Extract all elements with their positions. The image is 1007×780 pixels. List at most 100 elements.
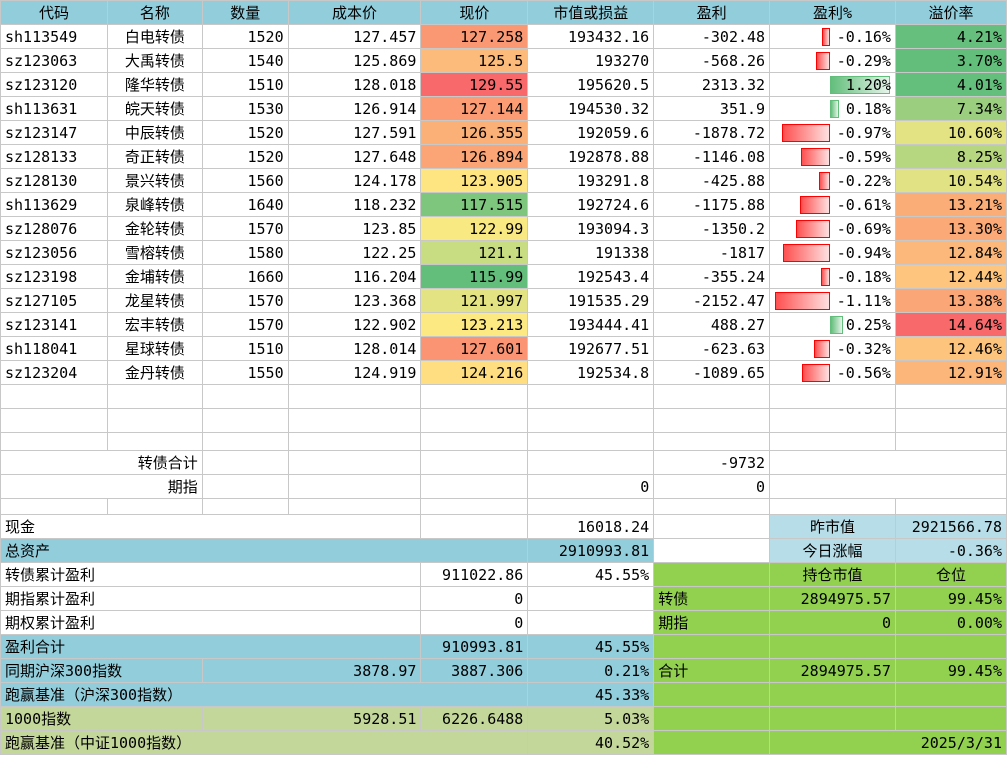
- header-value[interactable]: 市值或损益: [527, 0, 655, 25]
- empty-cell[interactable]: [527, 610, 655, 635]
- yesterday-mv-label[interactable]: 昨市值: [769, 514, 896, 539]
- cell-profit-pct[interactable]: -0.97%: [769, 120, 896, 145]
- cell-price[interactable]: 122.99: [420, 216, 529, 241]
- cell-value[interactable]: 192677.51: [527, 336, 655, 361]
- empty-cell[interactable]: [287, 408, 422, 433]
- cell-code[interactable]: sh113629: [0, 192, 108, 217]
- cell-price[interactable]: 124.216: [420, 360, 529, 385]
- fut-pos[interactable]: 0.00%: [894, 610, 1007, 635]
- fut-cum-label[interactable]: 期指累计盈利: [0, 586, 422, 611]
- header-code[interactable]: 代码: [0, 0, 108, 25]
- empty-cell[interactable]: [420, 474, 529, 499]
- empty-cell[interactable]: [287, 432, 422, 451]
- cell-profit-pct[interactable]: -0.56%: [769, 360, 896, 385]
- cell-premium[interactable]: 10.60%: [894, 120, 1007, 145]
- cell-qty[interactable]: 1530: [201, 96, 289, 121]
- cell-name[interactable]: 宏丰转债: [106, 312, 203, 337]
- empty-cell[interactable]: [420, 498, 529, 515]
- cell-name[interactable]: 中辰转债: [106, 120, 203, 145]
- cell-profit-pct[interactable]: -0.22%: [769, 168, 896, 193]
- empty-cell[interactable]: [420, 408, 529, 433]
- cell-profit[interactable]: -568.26: [653, 48, 771, 73]
- empty-cell[interactable]: [420, 514, 529, 539]
- cell-profit[interactable]: -425.88: [653, 168, 771, 193]
- empty-cell[interactable]: [653, 514, 771, 539]
- empty-cell[interactable]: [769, 432, 896, 451]
- profit-total-value[interactable]: 910993.81: [420, 634, 529, 659]
- empty-cell[interactable]: [653, 384, 771, 409]
- empty-cell[interactable]: [653, 706, 771, 731]
- cell-code[interactable]: sh113631: [0, 96, 108, 121]
- empty-cell[interactable]: [653, 538, 771, 563]
- empty-cell[interactable]: [653, 498, 771, 515]
- cell-profit-pct[interactable]: -1.11%: [769, 288, 896, 313]
- cell-name[interactable]: 龙星转债: [106, 288, 203, 313]
- cell-premium[interactable]: 13.21%: [894, 192, 1007, 217]
- cell-qty[interactable]: 1560: [201, 168, 289, 193]
- empty-cell[interactable]: [201, 384, 289, 409]
- yesterday-mv-value[interactable]: 2921566.78: [894, 514, 1007, 539]
- cell-qty[interactable]: 1570: [201, 312, 289, 337]
- cell-value[interactable]: 192878.88: [527, 144, 655, 169]
- cell-code[interactable]: sh118041: [0, 336, 108, 361]
- cell-value[interactable]: 194530.32: [527, 96, 655, 121]
- cell-cost[interactable]: 126.914: [287, 96, 422, 121]
- cell-name[interactable]: 雪榕转债: [106, 240, 203, 265]
- cell-premium[interactable]: 4.01%: [894, 72, 1007, 97]
- futures-value[interactable]: 0: [527, 474, 655, 499]
- cell-value[interactable]: 193094.3: [527, 216, 655, 241]
- cell-value[interactable]: 193444.41: [527, 312, 655, 337]
- cell-qty[interactable]: 1570: [201, 288, 289, 313]
- cell-cost[interactable]: 122.25: [287, 240, 422, 265]
- beat-zz1000-label[interactable]: 跑赢基准（中证1000指数）: [0, 730, 529, 755]
- empty-cell[interactable]: [0, 384, 108, 409]
- futures-label[interactable]: 期指: [0, 474, 203, 499]
- today-change-value[interactable]: -0.36%: [894, 538, 1007, 563]
- empty-cell[interactable]: [0, 408, 108, 433]
- empty-cell[interactable]: [201, 498, 289, 515]
- cell-value[interactable]: 191535.29: [527, 288, 655, 313]
- cell-name[interactable]: 金轮转债: [106, 216, 203, 241]
- empty-cell[interactable]: [894, 384, 1007, 409]
- empty-cell[interactable]: [201, 432, 289, 451]
- cell-price[interactable]: 117.515: [420, 192, 529, 217]
- cell-code[interactable]: sz123056: [0, 240, 108, 265]
- header-profit[interactable]: 盈利: [653, 0, 771, 25]
- beat-zz1000-pct[interactable]: 40.52%: [527, 730, 655, 755]
- hs300-now[interactable]: 3887.306: [420, 658, 529, 683]
- cell-profit-pct[interactable]: -0.61%: [769, 192, 896, 217]
- cell-cost[interactable]: 128.018: [287, 72, 422, 97]
- cell-value[interactable]: 193270: [527, 48, 655, 73]
- header-qty[interactable]: 数量: [201, 0, 289, 25]
- cell-code[interactable]: sz123147: [0, 120, 108, 145]
- cell-profit-pct[interactable]: -0.32%: [769, 336, 896, 361]
- total-label[interactable]: 合计: [653, 658, 771, 683]
- cb-mv[interactable]: 2894975.57: [769, 586, 896, 611]
- cell-premium[interactable]: 12.91%: [894, 360, 1007, 385]
- cell-profit-pct[interactable]: -0.94%: [769, 240, 896, 265]
- fut-cum-value[interactable]: 0: [420, 586, 529, 611]
- cell-code[interactable]: sz128130: [0, 168, 108, 193]
- cell-code[interactable]: sh113549: [0, 24, 108, 49]
- cell-cost[interactable]: 123.368: [287, 288, 422, 313]
- header-price[interactable]: 现价: [420, 0, 529, 25]
- cash-value[interactable]: 16018.24: [527, 514, 655, 539]
- cell-code[interactable]: sz123063: [0, 48, 108, 73]
- cell-code[interactable]: sz128133: [0, 144, 108, 169]
- beat-hs300-pct[interactable]: 45.33%: [527, 682, 655, 707]
- cell-code[interactable]: sz127105: [0, 288, 108, 313]
- cell-price[interactable]: 126.355: [420, 120, 529, 145]
- cell-value[interactable]: 191338: [527, 240, 655, 265]
- cell-value[interactable]: 192543.4: [527, 264, 655, 289]
- empty-cell[interactable]: [106, 384, 203, 409]
- cell-value[interactable]: 193291.8: [527, 168, 655, 193]
- total-pos[interactable]: 99.45%: [894, 658, 1007, 683]
- cell-price[interactable]: 121.1: [420, 240, 529, 265]
- zz1000-pct[interactable]: 5.03%: [527, 706, 655, 731]
- cell-premium[interactable]: 10.54%: [894, 168, 1007, 193]
- empty-cell[interactable]: [769, 408, 896, 433]
- total-assets-label[interactable]: 总资产: [0, 538, 529, 563]
- empty-cell[interactable]: [420, 450, 529, 475]
- cell-name[interactable]: 大禹转债: [106, 48, 203, 73]
- empty-cell[interactable]: [769, 474, 1007, 499]
